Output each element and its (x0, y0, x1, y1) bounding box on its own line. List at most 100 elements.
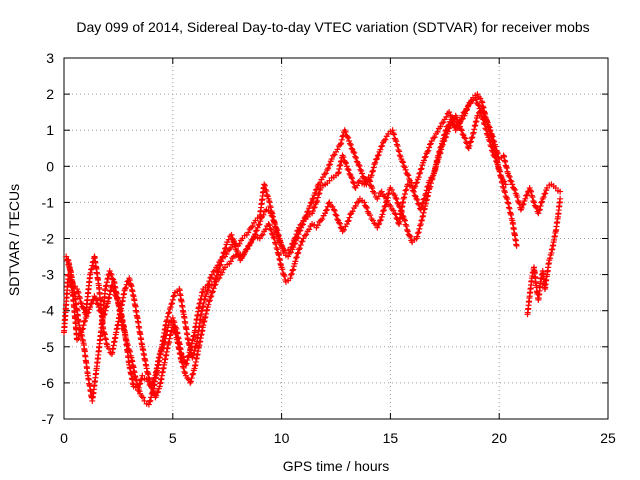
data-point-interp (222, 244, 229, 251)
data-point-interp (349, 208, 356, 215)
data-point (400, 195, 407, 202)
data-point-interp (349, 178, 356, 185)
data-point-interp (212, 276, 219, 283)
y-tick-label: -2 (42, 231, 55, 247)
data-point-interp (321, 171, 328, 178)
data-point (106, 267, 113, 274)
data-point-interp (316, 218, 323, 225)
data-point-interp (346, 214, 353, 221)
data-point-interp (290, 244, 297, 251)
data-point-interp (399, 158, 406, 165)
data-point-interp (213, 272, 220, 279)
data-point-interp (252, 231, 259, 238)
data-point-interp (269, 230, 276, 237)
y-tick-label: 1 (46, 122, 54, 138)
data-point-interp (378, 143, 385, 150)
data-point-interp (466, 142, 473, 149)
data-point-interp (344, 133, 351, 140)
data-point-interp (384, 194, 391, 201)
data-point-interp (402, 187, 409, 194)
data-point-interp (303, 231, 310, 238)
data-point-interp (183, 360, 190, 367)
data-point-interp (402, 221, 409, 228)
data-point-interp (300, 218, 307, 225)
x-tick-label: 10 (274, 430, 290, 446)
data-point-interp (313, 186, 320, 193)
data-point-interp (274, 227, 281, 234)
data-point-interp (417, 222, 424, 229)
data-point-interp (343, 160, 350, 167)
data-point-interp (227, 258, 234, 265)
data-point-interp (379, 211, 386, 218)
data-point-interp (350, 180, 357, 187)
data-point-interp (503, 194, 510, 201)
data-point-interp (520, 201, 527, 208)
data-point-interp (252, 228, 259, 235)
data-point (272, 221, 279, 228)
data-point-interp (443, 113, 450, 120)
data-point (513, 242, 520, 249)
x-tick-label: 15 (383, 430, 399, 446)
data-point-interp (474, 101, 481, 108)
data-point-interp (400, 163, 407, 170)
data-point (343, 221, 350, 228)
data-point-interp (181, 368, 188, 375)
data-point-interp (296, 245, 303, 252)
data-point (476, 105, 483, 112)
data-point-interp (455, 121, 462, 128)
data-point-interp (344, 218, 351, 225)
chart-title: Day 099 of 2014, Sidereal Day-to-day VTE… (76, 19, 589, 35)
data-point-interp (353, 158, 360, 165)
data-point-interp (478, 109, 485, 116)
data-point (430, 170, 437, 177)
data-point (211, 278, 218, 285)
x-tick-label: 0 (60, 430, 68, 446)
data-point-interp (334, 146, 341, 153)
data-point-interp (431, 167, 438, 174)
x-tick-label: 20 (491, 430, 507, 446)
data-point (78, 300, 85, 307)
data-point-interp (238, 255, 245, 262)
data-point-interp (369, 167, 376, 174)
data-point-interp (382, 202, 389, 209)
data-point-interp (434, 128, 441, 135)
data-point-interp (427, 183, 434, 190)
data-point-interp (312, 186, 319, 193)
data-point-interp (205, 287, 212, 294)
data-point-interp (127, 348, 134, 355)
data-point-interp (292, 258, 299, 265)
data-point (500, 184, 507, 191)
data-point-interp (388, 186, 395, 193)
data-point-interp (496, 168, 503, 175)
data-point (396, 203, 403, 210)
data-point (439, 141, 446, 148)
data-point-interp (377, 217, 384, 224)
data-point-interp (280, 270, 287, 277)
data-point-interp (347, 211, 354, 218)
data-point-interp (292, 240, 299, 247)
data-point-interp (346, 140, 353, 147)
data-point-interp (469, 134, 476, 141)
data-point-interp (305, 208, 312, 215)
y-tick-label: -3 (42, 267, 55, 283)
data-point-interp (414, 230, 421, 237)
data-point-interp (75, 335, 82, 342)
data-point-interp (314, 222, 321, 229)
data-point-interp (429, 175, 436, 182)
data-point-interp (417, 166, 424, 173)
data-point-interp (227, 244, 234, 251)
data-point-interp (165, 310, 172, 317)
data-point-interp (502, 193, 509, 200)
data-point-interp (426, 144, 433, 151)
data-point-interp (133, 377, 140, 384)
data-point-interp (385, 191, 392, 198)
data-point-interp (263, 188, 270, 195)
data-point-interp (277, 237, 284, 244)
data-point-interp (395, 219, 402, 226)
y-tick-label: -6 (42, 375, 55, 391)
data-point-interp (508, 178, 515, 185)
data-point-interp (170, 324, 177, 331)
data-point-interp (360, 174, 367, 181)
data-point-interp (342, 158, 349, 165)
data-point-interp (428, 180, 435, 187)
